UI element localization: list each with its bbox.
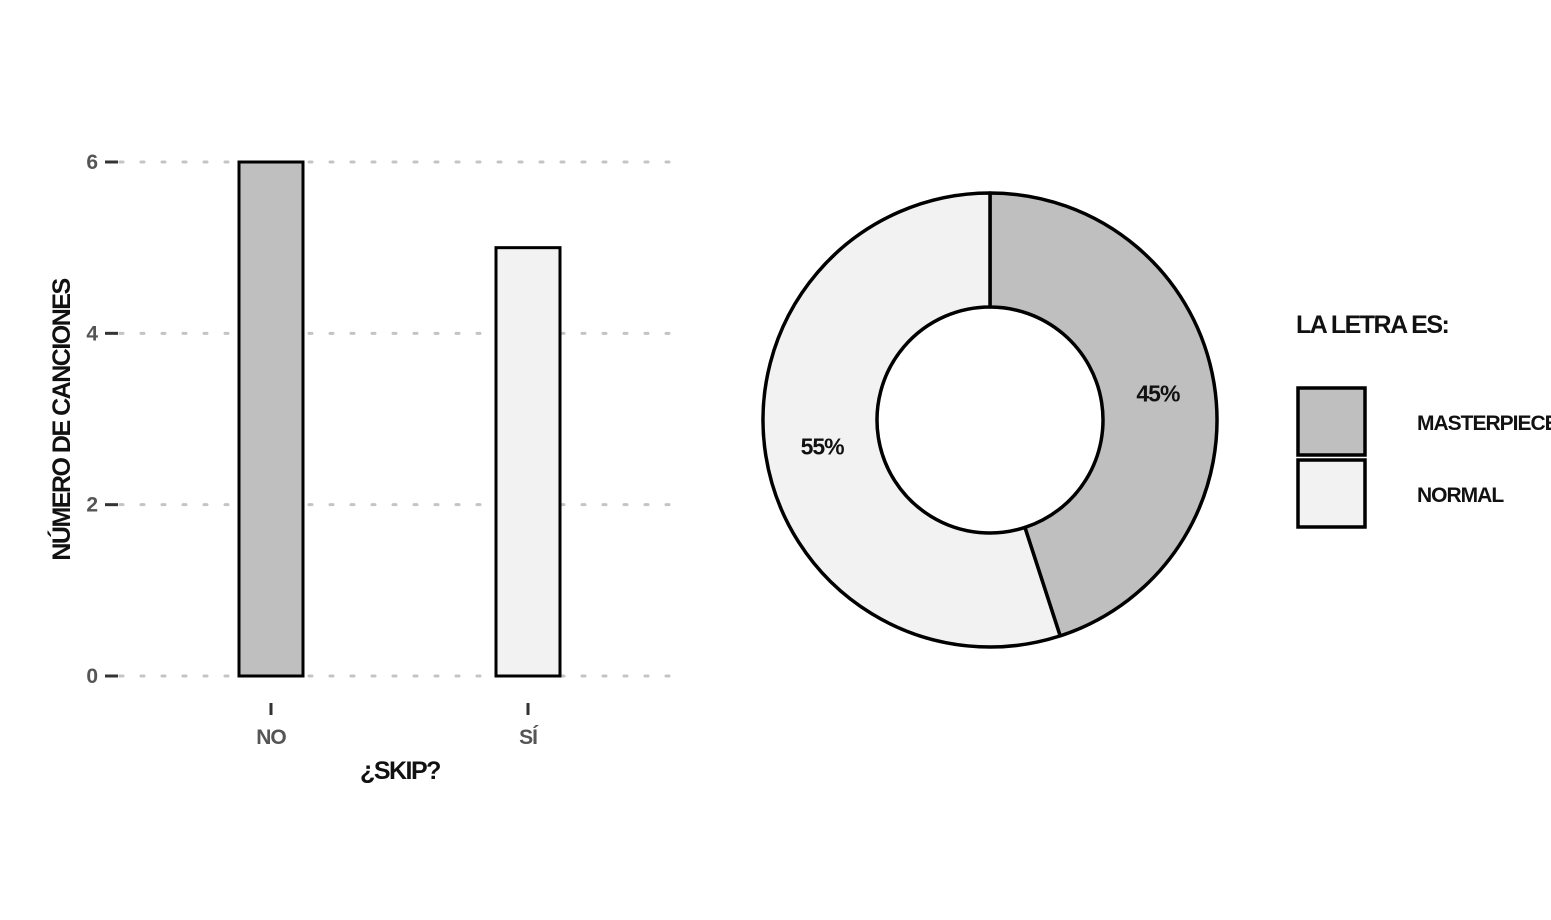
bar-no (237, 160, 305, 678)
bar-chart: 0 2 4 6 NO SÍ ¿SKIP? NÚMERO DE CANCIONES (46, 151, 687, 785)
legend-title: LA LETRA ES: (1296, 311, 1448, 339)
bar-chart-y-ticks: 0 2 4 6 (86, 151, 118, 688)
bar-sí (494, 246, 562, 678)
donut-chart-labels: 45% 55% (801, 380, 1181, 460)
bar-chart-y-axis-title: NÚMERO DE CANCIONES (46, 279, 76, 561)
y-tick-label: 0 (86, 665, 97, 688)
donut-slice-normal (761, 191, 1062, 649)
donut-legend: LA LETRA ES: MASTERPIECE NORMAL (1296, 311, 1551, 529)
legend-label: NORMAL (1417, 484, 1504, 507)
x-tick-label: NO (256, 726, 286, 749)
legend-items: MASTERPIECE NORMAL (1296, 386, 1551, 529)
donut-slice-masterpiece (988, 191, 1219, 638)
bar-chart-x-ticks: NO SÍ (256, 703, 540, 749)
donut-chart-slices (761, 191, 1219, 649)
bar-chart-bars (237, 160, 562, 678)
legend-label: MASTERPIECE (1417, 412, 1551, 435)
legend-swatch-masterpiece (1296, 386, 1367, 457)
bar-chart-x-axis-title: ¿SKIP? (360, 757, 440, 785)
bar-chart-gridlines (118, 160, 687, 678)
y-tick-label: 2 (86, 494, 97, 517)
donut-slice-label: 45% (1136, 380, 1180, 406)
donut-chart: 45% 55% (761, 191, 1219, 649)
y-tick-label: 6 (86, 151, 97, 174)
x-tick-label: SÍ (519, 726, 539, 749)
y-tick-label: 4 (86, 322, 98, 345)
legend-swatch-normal (1296, 458, 1367, 529)
donut-slice-label: 55% (801, 434, 845, 460)
